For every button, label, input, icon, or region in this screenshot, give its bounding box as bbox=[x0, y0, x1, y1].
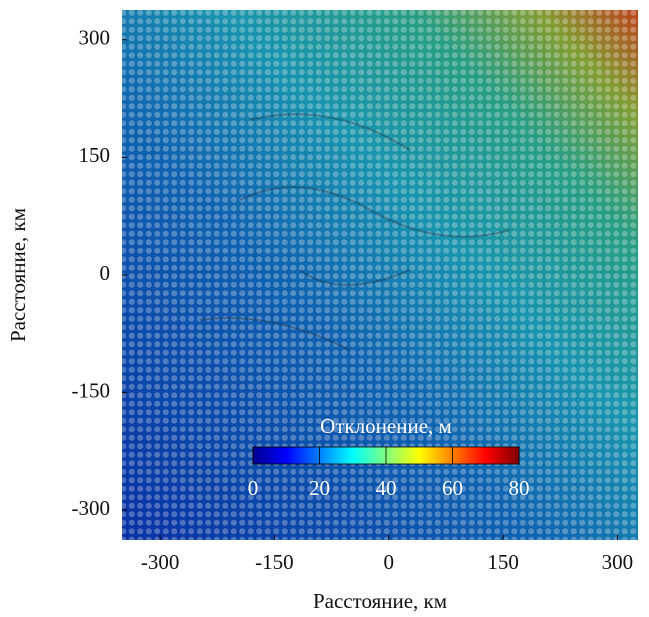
y-tick-label: 300 bbox=[79, 26, 111, 50]
colorbar-tick-label: 80 bbox=[509, 476, 530, 500]
colorbar-tick-label: 0 bbox=[248, 476, 259, 500]
colorbar-tick-label: 40 bbox=[376, 476, 397, 500]
colorbar-label: Отклонение, м bbox=[320, 414, 452, 438]
x-tick-label: 0 bbox=[384, 550, 395, 574]
x-tick-label: 300 bbox=[602, 550, 634, 574]
y-tick-label: 150 bbox=[79, 143, 111, 167]
y-axis-label: Расстояние, км bbox=[6, 208, 30, 342]
colorbar-tick-label: 20 bbox=[309, 476, 330, 500]
y-tick-label: 0 bbox=[100, 261, 111, 285]
y-tick-label: -300 bbox=[72, 496, 111, 520]
y-tick-label: -150 bbox=[72, 378, 111, 402]
x-tick-label: -150 bbox=[255, 550, 294, 574]
x-tick-label: 150 bbox=[487, 550, 519, 574]
x-tick-label: -300 bbox=[141, 550, 180, 574]
colorbar-tick-label: 60 bbox=[442, 476, 463, 500]
terrain-shading bbox=[199, 113, 511, 351]
x-axis-label: Расстояние, км bbox=[313, 589, 447, 613]
